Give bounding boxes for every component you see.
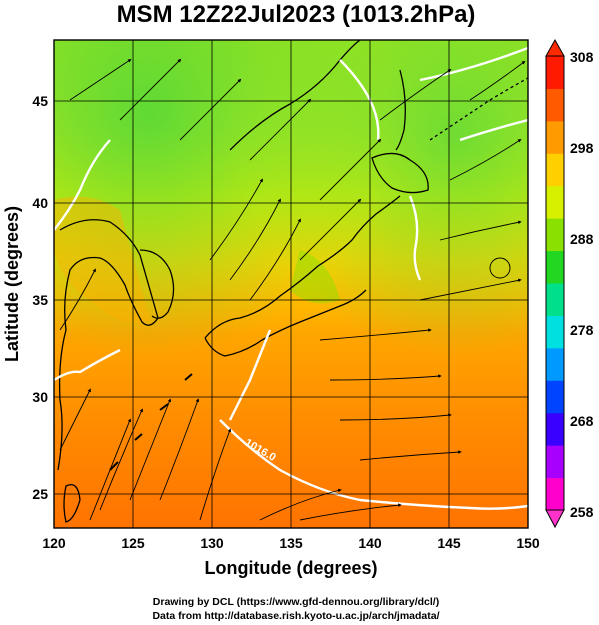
credit-line-1: Drawing by DCL (https://www.gfd-dennou.o…	[153, 596, 439, 608]
y-tick-label: 45	[32, 93, 48, 109]
colorbar-segment	[546, 120, 564, 154]
map-plot: 1016.0	[54, 40, 528, 528]
colorbar-segment	[546, 477, 564, 511]
streamlines	[59, 58, 526, 521]
colorbar-segment	[546, 250, 564, 284]
colorbar-segment	[546, 380, 564, 414]
colorbar-segment	[546, 412, 564, 446]
colorbar-tick-label: 288	[570, 231, 594, 247]
colorbar-bottom-triangle	[545, 509, 565, 529]
colorbar-tick-label: 298	[570, 140, 594, 156]
x-tick-label: 120	[42, 535, 66, 551]
colorbar-tick-label: 308	[570, 49, 594, 65]
colorbar-segment	[546, 347, 564, 381]
colorbar-segment	[546, 315, 564, 349]
colorbar-segment	[546, 56, 564, 89]
x-axis: 120 125 130 135 140 145 150 Longitude (d…	[42, 535, 540, 578]
plot-frame	[53, 39, 529, 529]
y-tick-label: 25	[32, 486, 48, 502]
y-tick-label: 35	[32, 292, 48, 308]
colorbar-top-triangle	[545, 38, 565, 57]
x-tick-label: 125	[121, 535, 145, 551]
colorbar-segment	[546, 445, 564, 479]
credit-line-2: Data from http://database.rish.kyoto-u.a…	[152, 610, 439, 622]
y-tick-label: 30	[32, 389, 48, 405]
lat-lon-grid	[54, 40, 528, 528]
colorbar-segment	[546, 218, 564, 252]
coastlines	[57, 40, 528, 523]
x-axis-label: Longitude (degrees)	[204, 558, 377, 578]
colorbar-segment	[546, 185, 564, 219]
colorbar-segment	[546, 283, 564, 316]
y-tick-label: 40	[32, 195, 48, 211]
colorbar-tick-label: 258	[570, 504, 594, 520]
map-title: MSM 12Z22Jul2023 (1013.2hPa)	[117, 1, 476, 28]
x-tick-label: 135	[279, 535, 303, 551]
colorbar-segment	[546, 88, 564, 122]
colorbar-frame	[545, 55, 565, 511]
colorbar-tick-label: 268	[570, 413, 594, 429]
colorbar: 308 298 288 278 268 258	[545, 38, 594, 529]
x-tick-label: 145	[437, 535, 461, 551]
x-tick-label: 140	[358, 535, 382, 551]
y-axis-label: Latitude (degrees)	[2, 206, 22, 362]
y-axis: 45 40 35 30 25 Latitude (degrees)	[2, 93, 48, 502]
x-tick-label: 130	[200, 535, 224, 551]
colorbar-tick-label: 278	[570, 322, 594, 338]
colorbar-segment	[546, 153, 564, 187]
x-tick-label: 150	[516, 535, 540, 551]
